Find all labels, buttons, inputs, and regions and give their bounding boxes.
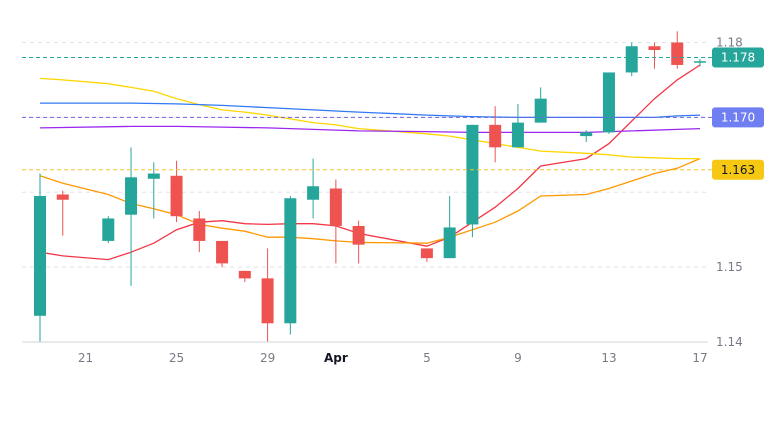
- candle-body: [34, 195, 46, 316]
- candle-body: [625, 46, 638, 73]
- price-tag-label: 1.178: [721, 50, 755, 64]
- candle-body: [580, 132, 593, 137]
- x-tick-label: 25: [169, 351, 184, 365]
- candle-body: [238, 270, 251, 279]
- moving-average-line: [39, 125, 701, 134]
- price-tag-label: 1.163: [721, 163, 755, 177]
- x-tick-label: 29: [260, 351, 275, 365]
- moving-average-line: [40, 102, 701, 119]
- candle-body: [694, 61, 706, 63]
- moving-averages: [39, 64, 701, 261]
- candle-body: [125, 177, 138, 215]
- candle-body: [466, 124, 479, 225]
- price-tag: [712, 107, 764, 128]
- candle-body: [56, 194, 69, 200]
- x-tick-label: 17: [692, 351, 707, 365]
- moving-average-line: [39, 64, 701, 261]
- x-tick-label: 9: [514, 351, 522, 365]
- moving-average-line: [39, 77, 700, 160]
- y-tick-label: 1.14: [716, 335, 743, 349]
- candle-body: [102, 218, 115, 241]
- x-tick-label: 21: [78, 351, 93, 365]
- candles: [34, 31, 706, 342]
- candle-body: [648, 46, 661, 50]
- price-tag-label: 1.170: [721, 110, 755, 124]
- candle-body: [216, 240, 229, 264]
- candle-body: [352, 225, 365, 245]
- y-tick-label: 1.18: [716, 36, 743, 50]
- price-tag: [712, 159, 764, 180]
- candle-body: [147, 173, 160, 179]
- candle-body: [193, 218, 206, 241]
- candle-body: [671, 42, 684, 65]
- candle-body: [261, 278, 274, 324]
- x-tick-label: 13: [601, 351, 616, 365]
- moving-average-line: [39, 158, 701, 244]
- candle-body: [170, 175, 183, 217]
- candle-body: [329, 188, 342, 226]
- candle-body: [284, 198, 297, 324]
- x-tick-label: Apr: [324, 351, 348, 365]
- candle-body: [307, 186, 320, 200]
- candle-body: [511, 122, 524, 148]
- price-tag: [712, 47, 764, 68]
- candle-body: [420, 248, 433, 259]
- candle-body: [443, 227, 456, 259]
- y-tick-label: 1.15: [716, 260, 743, 274]
- candle-body: [489, 124, 502, 148]
- price-lines: 1.178 1.170 1.163: [22, 47, 764, 180]
- candle-body: [602, 72, 615, 133]
- x-tick-label: 5: [423, 351, 431, 365]
- axes: 1.18 1.15 1.14 21 25 29 Apr 5 9 13 17: [22, 36, 743, 365]
- candle-body: [534, 98, 547, 123]
